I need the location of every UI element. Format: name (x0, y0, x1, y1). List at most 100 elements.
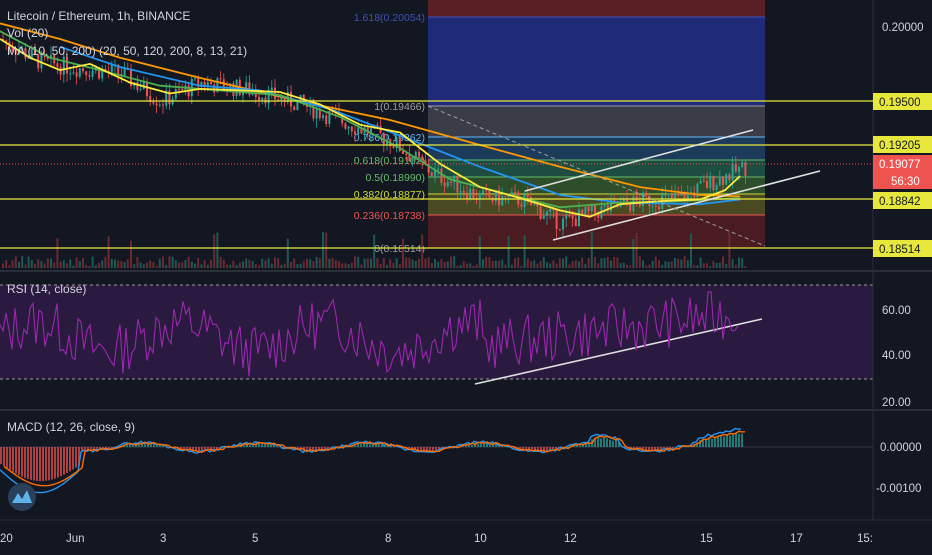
candle-body-167 (536, 204, 539, 207)
candle-body-8 (27, 57, 30, 59)
macd-hist-179 (537, 447, 539, 451)
symbol-title[interactable]: Litecoin / Ethereum, 1h, BINANCE (7, 9, 190, 23)
volume-bar-122 (392, 262, 395, 268)
volume-bar-139 (446, 261, 449, 268)
macd-hist-68 (204, 447, 206, 450)
candle-body-47 (152, 101, 155, 104)
volume-bar-219 (702, 263, 705, 268)
macd-hist-15 (45, 447, 47, 481)
volume-bar-133 (427, 257, 430, 268)
fib-label-0: 1.618(0.20054) (354, 12, 425, 24)
candle-body-163 (523, 194, 526, 207)
candle-body-227 (728, 174, 731, 181)
channel-lower-trendline[interactable] (552, 170, 821, 241)
volume-bar-226 (725, 263, 728, 268)
macd-hist-51 (153, 444, 155, 447)
volume-bar-148 (475, 264, 478, 268)
macd-hist-103 (309, 447, 311, 451)
volume-bar-96 (309, 259, 312, 268)
candle-body-27 (88, 75, 91, 77)
volume-bar-161 (517, 257, 520, 268)
volume-bar-61 (197, 257, 200, 268)
macd-hist-241 (723, 436, 725, 447)
macd-hist-25 (75, 447, 77, 468)
macd-hist-243 (729, 435, 731, 447)
macd-hist-43 (129, 444, 131, 447)
volume-bar-180 (578, 261, 580, 268)
volume-bar-118 (379, 263, 382, 268)
macd-hist-84 (252, 444, 254, 447)
macd-hist-237 (711, 438, 713, 447)
macd-hist-62 (186, 447, 188, 449)
candle-body-7 (24, 48, 27, 59)
rsi-legend[interactable]: RSI (14, close) (7, 282, 86, 296)
volume-bar-31 (101, 260, 104, 268)
candle-body-162 (520, 204, 523, 207)
macd-hist-54 (162, 445, 164, 447)
candle-body-173 (555, 209, 558, 230)
candle-body-42 (136, 82, 139, 90)
support-resistance-levels[interactable] (0, 100, 873, 249)
candle-body-160 (514, 192, 516, 194)
candle-body-117 (376, 124, 379, 126)
candle-body-150 (482, 190, 484, 194)
volume-bar-208 (667, 261, 670, 268)
candle-body-192 (616, 201, 619, 207)
volume-bar-51 (165, 265, 168, 268)
fib-retracement-zones[interactable] (428, 0, 765, 248)
macd-legend[interactable]: MACD (12, 26, close, 9) (7, 420, 135, 434)
macd-tick-0: 0.00000 (880, 442, 922, 454)
price-axis[interactable]: 0.20000 0.19500 0.19205 0.19077 56:30 0.… (873, 22, 932, 495)
macd-hist-83 (249, 444, 251, 447)
channel-upper-trendline[interactable] (524, 129, 754, 192)
volume-bar-0 (2, 263, 4, 268)
time-axis[interactable]: 20 Jun 3 5 8 10 12 15 17 15: (0, 533, 873, 545)
volume-bar-36 (117, 260, 120, 268)
volume-bar-162 (520, 265, 523, 268)
volume-bar-59 (190, 261, 193, 268)
candle-body-224 (718, 176, 721, 186)
macd-hist-10 (30, 447, 32, 480)
candle-body-170 (546, 211, 548, 216)
volume-bar-103 (331, 257, 334, 268)
volume-bar-138 (443, 261, 446, 268)
fib-zone-1618 (428, 17, 765, 106)
volume-bar-40 (130, 240, 132, 268)
ma-legend[interactable]: MA (10, 50, 200) (20, 50, 120, 200, 8, 1… (7, 44, 247, 58)
volume-bar-11 (37, 259, 40, 268)
macd-hist-173 (519, 447, 521, 450)
volume-bar-64 (206, 265, 209, 268)
candle-body-230 (738, 166, 740, 172)
volume-bar-116 (373, 234, 376, 268)
volume-bar-223 (715, 263, 718, 268)
fib-label-6: 0.236(0.18738) (354, 210, 425, 222)
volume-bar-67 (216, 232, 219, 268)
volume-bar-54 (174, 260, 177, 268)
rsi-path (0, 291, 739, 377)
volume-bar-10 (34, 263, 36, 268)
macd-hist-118 (354, 443, 356, 447)
macd-hist-1 (3, 447, 5, 467)
volume-bar-41 (133, 264, 136, 268)
volume-bar-98 (315, 257, 318, 268)
candle-body-138 (443, 182, 446, 187)
volume-bar-230 (738, 257, 740, 268)
volume-bar-194 (622, 262, 625, 268)
volume-bar-75 (242, 261, 244, 268)
candle-body-63 (203, 81, 206, 87)
candle-body-141 (453, 175, 456, 183)
macd-hist-71 (213, 447, 215, 450)
macd-hist-216 (648, 447, 650, 451)
volume-legend[interactable]: Vol (20) (7, 26, 48, 40)
candle-body-130 (418, 151, 420, 157)
candle-body-210 (674, 193, 676, 198)
macd-hist-127 (381, 443, 383, 447)
volume-bar-198 (635, 232, 638, 268)
time-tick-jun: Jun (66, 533, 85, 545)
macd-hist-139 (417, 447, 419, 451)
volume-bar-221 (709, 265, 712, 268)
volume-bar-78 (251, 261, 254, 268)
tradingview-logo[interactable] (8, 483, 36, 511)
